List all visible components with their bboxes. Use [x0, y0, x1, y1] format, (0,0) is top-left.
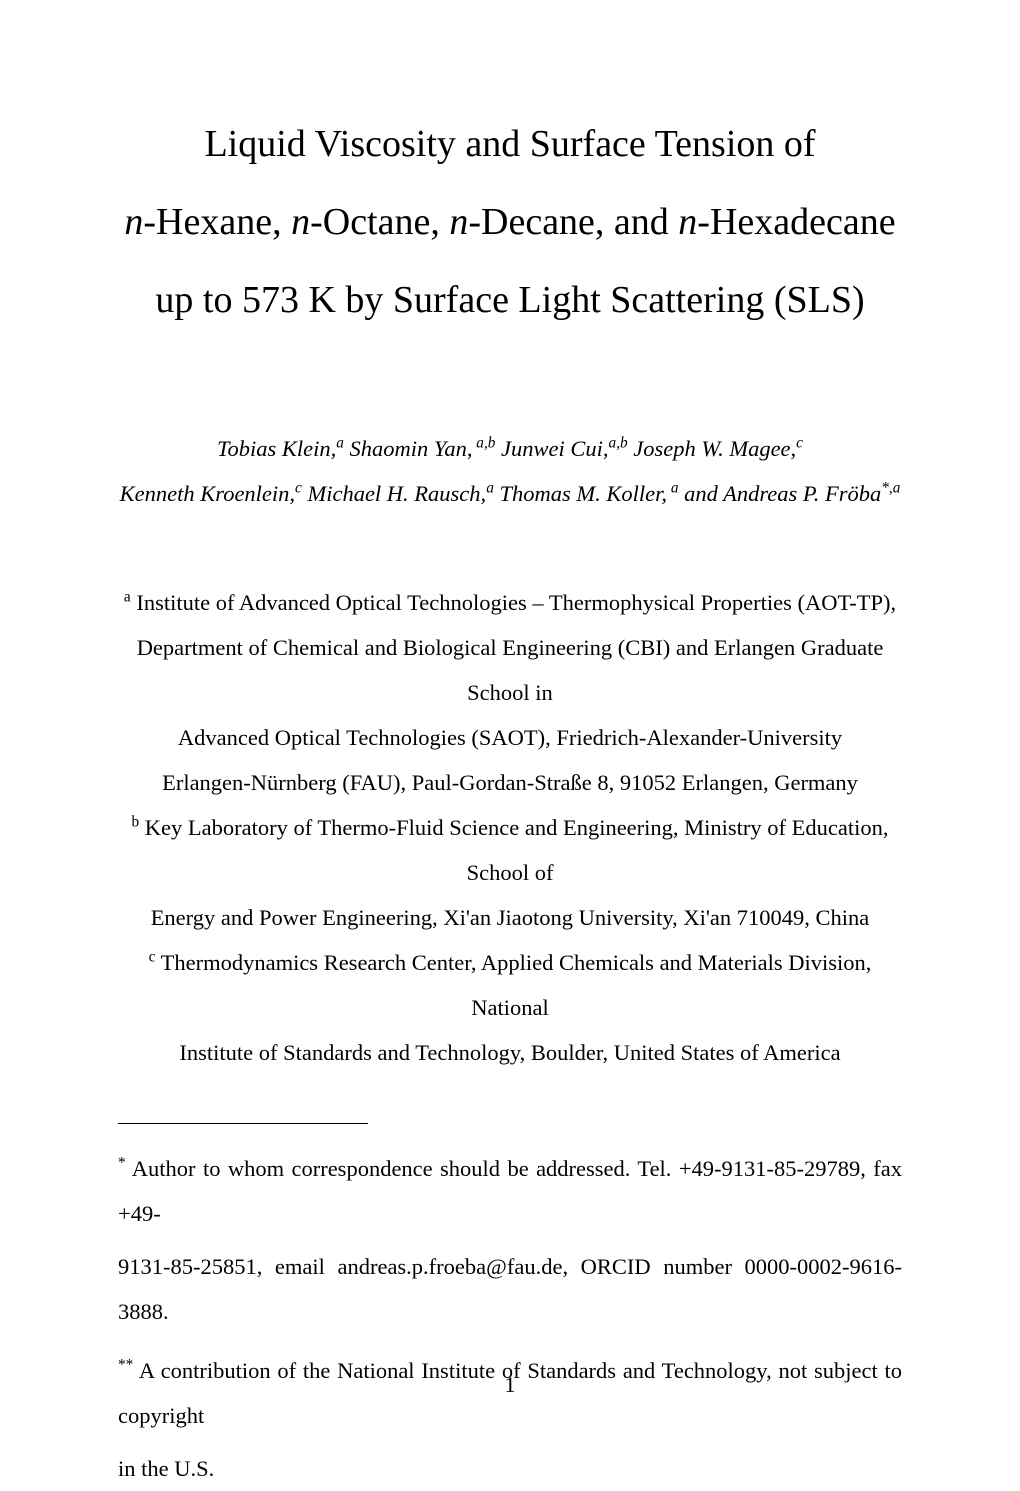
footnote-separator — [118, 1123, 368, 1124]
author-affil-sup: a — [667, 479, 678, 496]
author-affil-sup: a,b — [472, 434, 495, 451]
page-container: Liquid Viscosity and Surface Tension of … — [0, 0, 1020, 1442]
author-list: Tobias Klein,a Shaomin Yan, a,b Junwei C… — [118, 426, 902, 516]
affiliation-c: c Thermodynamics Research Center, Applie… — [118, 940, 902, 1030]
italic-n: n — [124, 201, 143, 243]
affiliation-a-cont: Advanced Optical Technologies (SAOT), Fr… — [118, 715, 902, 760]
affil-text: Thermodynamics Research Center, Applied … — [155, 950, 871, 1020]
footnote-copyright-cont: in the U.S. — [118, 1446, 902, 1491]
affiliation-c-cont: Institute of Standards and Technology, B… — [118, 1030, 902, 1075]
title-line-1: Liquid Viscosity and Surface Tension of — [118, 106, 902, 184]
author-affil-sup: *,a — [881, 479, 900, 496]
title-line-3: up to 573 K by Surface Light Scattering … — [118, 262, 902, 340]
footnote-text: Author to whom correspondence should be … — [118, 1156, 902, 1226]
title-seg: -Octane, — [310, 201, 449, 243]
author-name: Junwei Cui, — [495, 436, 608, 461]
affiliations: a Institute of Advanced Optical Technolo… — [118, 580, 902, 1075]
affil-sup: b — [131, 813, 139, 830]
author-name: Michael H. Rausch, — [302, 481, 486, 506]
affil-text: Institute of Advanced Optical Technologi… — [131, 590, 896, 615]
footnote-corresponding-author: * Author to whom correspondence should b… — [118, 1146, 902, 1236]
title-seg: -Decane, and — [468, 201, 678, 243]
author-affil-sup: a — [486, 479, 494, 496]
title-seg: -Hexadecane — [697, 201, 895, 243]
author-line-1: Tobias Klein,a Shaomin Yan, a,b Junwei C… — [118, 426, 902, 471]
affil-sup: a — [124, 588, 131, 605]
title-line-2: n-Hexane, n-Octane, n-Decane, and n-Hexa… — [118, 184, 902, 262]
footnote-sup: * — [118, 1154, 126, 1171]
footnote-sup: ** — [118, 1356, 133, 1373]
author-name: Tobias Klein, — [217, 436, 336, 461]
author-name: Joseph W. Magee, — [628, 436, 797, 461]
italic-n: n — [449, 201, 468, 243]
author-affil-sup: a — [336, 434, 344, 451]
author-name: Thomas M. Koller, — [494, 481, 667, 506]
author-name: Kenneth Kroenlein, — [120, 481, 295, 506]
author-affil-sup: a,b — [609, 434, 628, 451]
author-name: and Andreas P. Fröba — [678, 481, 881, 506]
affiliation-b-cont: Energy and Power Engineering, Xi'an Jiao… — [118, 895, 902, 940]
author-affil-sup: c — [796, 434, 803, 451]
author-line-2: Kenneth Kroenlein,c Michael H. Rausch,a … — [118, 471, 902, 516]
affiliation-a-cont: Department of Chemical and Biological En… — [118, 625, 902, 715]
affiliation-b: b Key Laboratory of Thermo-Fluid Science… — [118, 805, 902, 895]
italic-n: n — [678, 201, 697, 243]
italic-n: n — [291, 201, 310, 243]
page-number: 1 — [0, 1372, 1020, 1398]
footnote-corresponding-author-cont: 9131-85-25851, email andreas.p.froeba@fa… — [118, 1244, 902, 1334]
affil-text: Key Laboratory of Thermo-Fluid Science a… — [139, 815, 888, 885]
footnotes: * Author to whom correspondence should b… — [118, 1146, 902, 1491]
affiliation-a-cont: Erlangen-Nürnberg (FAU), Paul-Gordan-Str… — [118, 760, 902, 805]
title-seg: -Hexane, — [143, 201, 291, 243]
paper-title: Liquid Viscosity and Surface Tension of … — [118, 106, 902, 340]
author-name: Shaomin Yan, — [344, 436, 473, 461]
affiliation-a: a Institute of Advanced Optical Technolo… — [118, 580, 902, 625]
author-affil-sup: c — [295, 479, 302, 496]
